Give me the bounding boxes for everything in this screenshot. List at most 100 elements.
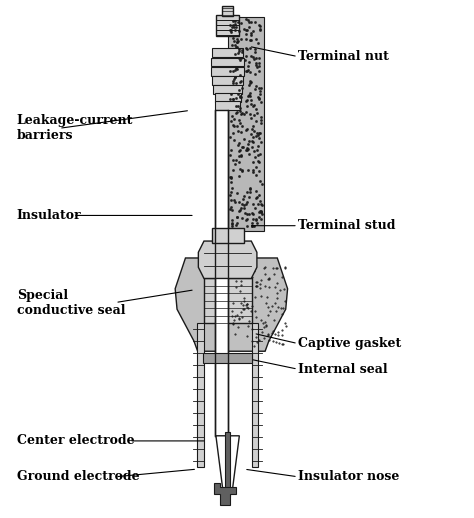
Point — [256, 87, 264, 95]
Point — [247, 130, 255, 138]
Point — [245, 145, 252, 153]
Point — [242, 25, 250, 34]
Point — [248, 125, 256, 134]
Point — [233, 65, 241, 74]
Point — [227, 27, 235, 36]
Bar — [228, 17, 264, 231]
Point — [230, 75, 238, 83]
Point — [229, 17, 237, 25]
Point — [229, 129, 237, 137]
Point — [257, 138, 265, 146]
Bar — [215, 110, 228, 436]
Point — [242, 67, 250, 75]
Point — [246, 81, 253, 90]
Point — [243, 67, 251, 75]
Point — [228, 216, 236, 224]
Bar — [212, 228, 244, 242]
Point — [257, 113, 264, 122]
Point — [232, 42, 239, 51]
Point — [229, 77, 237, 85]
Point — [257, 207, 265, 215]
Text: Center electrode: Center electrode — [17, 435, 135, 448]
Point — [247, 31, 255, 39]
Bar — [252, 323, 258, 467]
Point — [236, 46, 243, 54]
Point — [252, 59, 260, 67]
Point — [246, 91, 253, 99]
Bar — [212, 76, 243, 85]
Point — [229, 156, 237, 164]
Point — [249, 210, 256, 218]
Point — [242, 35, 249, 43]
Text: Leakage-current
barriers: Leakage-current barriers — [17, 114, 133, 142]
Point — [235, 198, 243, 206]
Point — [249, 102, 257, 110]
Point — [226, 191, 234, 199]
Point — [233, 189, 240, 197]
Point — [250, 111, 257, 120]
Point — [230, 37, 237, 45]
Point — [227, 26, 235, 34]
Point — [227, 133, 234, 141]
Point — [248, 222, 255, 231]
Point — [242, 15, 250, 23]
Point — [249, 133, 256, 141]
Point — [241, 209, 248, 217]
Point — [239, 195, 247, 203]
Point — [257, 116, 265, 124]
Point — [257, 208, 265, 217]
Point — [237, 104, 244, 112]
Point — [233, 35, 241, 43]
Point — [246, 18, 253, 26]
Point — [231, 160, 238, 168]
Point — [237, 54, 245, 62]
Polygon shape — [175, 258, 288, 351]
Point — [238, 214, 246, 222]
Point — [227, 174, 235, 182]
Point — [244, 197, 251, 206]
Point — [235, 90, 242, 98]
Point — [254, 38, 262, 47]
Point — [238, 166, 246, 174]
Point — [237, 146, 244, 154]
Point — [251, 45, 259, 53]
Point — [253, 146, 261, 154]
Point — [256, 150, 264, 158]
Bar — [203, 353, 253, 363]
Point — [251, 147, 258, 155]
Point — [245, 193, 253, 201]
Point — [232, 49, 239, 57]
Point — [258, 180, 266, 188]
Bar — [217, 15, 239, 36]
Point — [245, 92, 252, 100]
Point — [254, 131, 262, 139]
Point — [252, 105, 260, 113]
Point — [227, 172, 235, 181]
Point — [227, 173, 234, 181]
Point — [234, 108, 241, 116]
Point — [231, 73, 238, 81]
Point — [248, 137, 256, 145]
Point — [229, 121, 237, 130]
Point — [227, 90, 235, 98]
Text: Insulator: Insulator — [17, 209, 82, 222]
Point — [238, 143, 246, 152]
Point — [253, 128, 261, 137]
Point — [256, 25, 264, 34]
Point — [226, 25, 234, 34]
Bar — [211, 57, 245, 66]
Point — [254, 63, 261, 71]
Point — [228, 23, 236, 31]
Point — [238, 109, 246, 117]
Point — [249, 52, 256, 61]
Point — [244, 140, 252, 148]
Point — [236, 206, 244, 214]
Point — [230, 136, 238, 144]
Point — [248, 219, 256, 227]
Point — [231, 197, 239, 206]
Point — [231, 73, 238, 81]
Bar — [215, 93, 241, 102]
Point — [254, 157, 262, 165]
Point — [228, 222, 236, 230]
Point — [236, 70, 244, 79]
